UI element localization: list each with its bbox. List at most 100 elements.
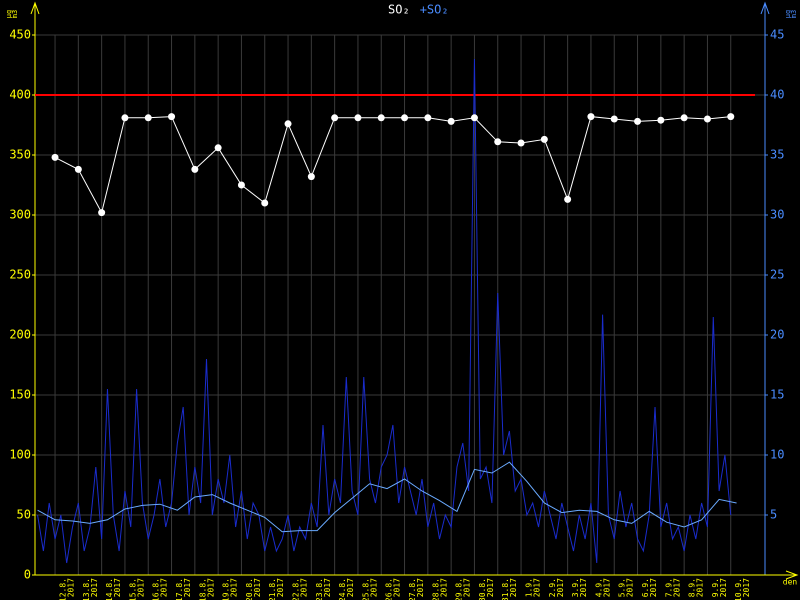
x-tick-text: 15.8.	[128, 578, 137, 600]
y-tick-label: 350	[9, 148, 31, 162]
y2-tick-label: 45	[770, 28, 784, 42]
x-tick-label: 28.8. 2017	[431, 578, 448, 600]
x-tick-text: 27.8.	[408, 578, 417, 600]
x-tick-text: 12.8.	[59, 578, 68, 600]
unit-top: µg	[5, 10, 13, 18]
y-axis-arrow	[30, 1, 40, 15]
x-tick-text: 4.9.	[594, 578, 603, 597]
unit-bottom: m3	[11, 10, 19, 18]
legend-entry: SO₂	[388, 3, 410, 17]
x-tick-text: 2017	[67, 578, 76, 597]
point	[261, 199, 269, 207]
point	[74, 165, 82, 173]
point	[634, 117, 642, 125]
x-tick-text: 2017	[323, 578, 332, 597]
x-tick-text: 2017	[672, 578, 681, 597]
point	[727, 113, 735, 121]
y2-tick-label: 10	[770, 448, 784, 462]
x-tick-text: 9.9.	[711, 578, 720, 597]
x-tick-text: 2017	[742, 578, 751, 597]
x-tick-text: 2017	[160, 578, 169, 597]
x-tick-label: 1.9. 2017	[525, 578, 542, 597]
x-tick-text: 19.8.	[222, 578, 231, 600]
point	[494, 138, 502, 146]
x-tick-text: 2017	[509, 578, 518, 597]
point	[331, 114, 339, 122]
x-tick-text: 22.8.	[292, 578, 301, 600]
y2-tick-label: 35	[770, 148, 784, 162]
x-tick-text: 3.9.	[571, 578, 580, 597]
x-tick-label: 25.8. 2017	[361, 578, 378, 600]
x-tick-text: 17.8.	[175, 578, 184, 600]
x-tick-label: 21.8. 2017	[268, 578, 285, 600]
x-tick-text: 7.9.	[664, 578, 673, 597]
x-tick-label: 26.8. 2017	[385, 578, 402, 600]
point	[191, 165, 199, 173]
x-tick-label: 30.8. 2017	[478, 578, 495, 600]
x-axis-arrow	[785, 570, 799, 580]
point	[98, 209, 106, 217]
x-tick-text: 1.9.	[525, 578, 534, 597]
x-tick-text: 2017	[136, 578, 145, 597]
x-tick-label: 15.8. 2017	[128, 578, 145, 600]
x-tick-label: 23.8. 2017	[315, 578, 332, 600]
y-unit-right: µg m3	[784, 10, 798, 18]
legend-entry: +SO₂	[420, 3, 449, 17]
x-tick-text: 14.8.	[105, 578, 114, 600]
point	[470, 114, 478, 122]
y2-tick-label: 30	[770, 208, 784, 222]
x-tick-label: 29.8. 2017	[455, 578, 472, 600]
y2-axis-arrow	[760, 1, 770, 15]
x-tick-label: 14.8. 2017	[105, 578, 122, 600]
point	[51, 153, 59, 161]
x-tick-text: 2017	[300, 578, 309, 597]
x-tick-label: 9.9. 2017	[711, 578, 728, 597]
x-tick-label: 31.8. 2017	[501, 578, 518, 600]
x-tick-label: 18.8. 2017	[198, 578, 215, 600]
unit-bottom: m3	[790, 10, 798, 18]
series-line	[37, 58, 732, 564]
x-tick-label: 6.9. 2017	[641, 578, 658, 597]
x-tick-text: 2017	[230, 578, 239, 597]
x-tick-text: 2017	[90, 578, 99, 597]
x-tick-text: 2017	[346, 578, 355, 597]
unit-top: µg	[784, 10, 792, 18]
x-tick-text: 29.8.	[455, 578, 464, 600]
x-tick-text: 2017	[276, 578, 285, 597]
x-tick-label: 17.8. 2017	[175, 578, 192, 600]
x-tick-label: 12.8. 2017	[59, 578, 76, 600]
x-tick-text: 6.9.	[641, 578, 650, 597]
y2-tick-label: 20	[770, 328, 784, 342]
x-tick-text: 2017	[696, 578, 705, 597]
point	[424, 114, 432, 122]
x-tick-text: 31.8.	[501, 578, 510, 600]
x-tick-text: 8.9.	[688, 578, 697, 597]
point	[517, 139, 525, 147]
point	[703, 115, 711, 123]
point	[307, 173, 315, 181]
y-tick-label: 150	[9, 388, 31, 402]
y-unit-left: µg m3	[5, 10, 19, 18]
x-tick-text: 2017	[579, 578, 588, 597]
y-tick-label: 300	[9, 208, 31, 222]
x-tick-label: 20.8. 2017	[245, 578, 262, 600]
x-tick-text: 21.8.	[268, 578, 277, 600]
x-tick-text: 2017	[719, 578, 728, 597]
x-tick-text: 2017	[206, 578, 215, 597]
x-tick-label: 19.8. 2017	[222, 578, 239, 600]
y2-tick-label: 40	[770, 88, 784, 102]
x-tick-label: 22.8. 2017	[292, 578, 309, 600]
x-tick-text: 28.8.	[431, 578, 440, 600]
x-tick-label: 27.8. 2017	[408, 578, 425, 600]
point	[377, 114, 385, 122]
point	[401, 114, 409, 122]
x-tick-label: 5.9. 2017	[618, 578, 635, 597]
y-tick-label: 250	[9, 268, 31, 282]
x-tick-label: 10.9. 2017	[734, 578, 751, 600]
point	[354, 114, 362, 122]
x-tick-label: 16.8. 2017	[152, 578, 169, 600]
x-tick-label: 2.9. 2017	[548, 578, 565, 597]
x-tick-text: 16.8.	[152, 578, 161, 600]
